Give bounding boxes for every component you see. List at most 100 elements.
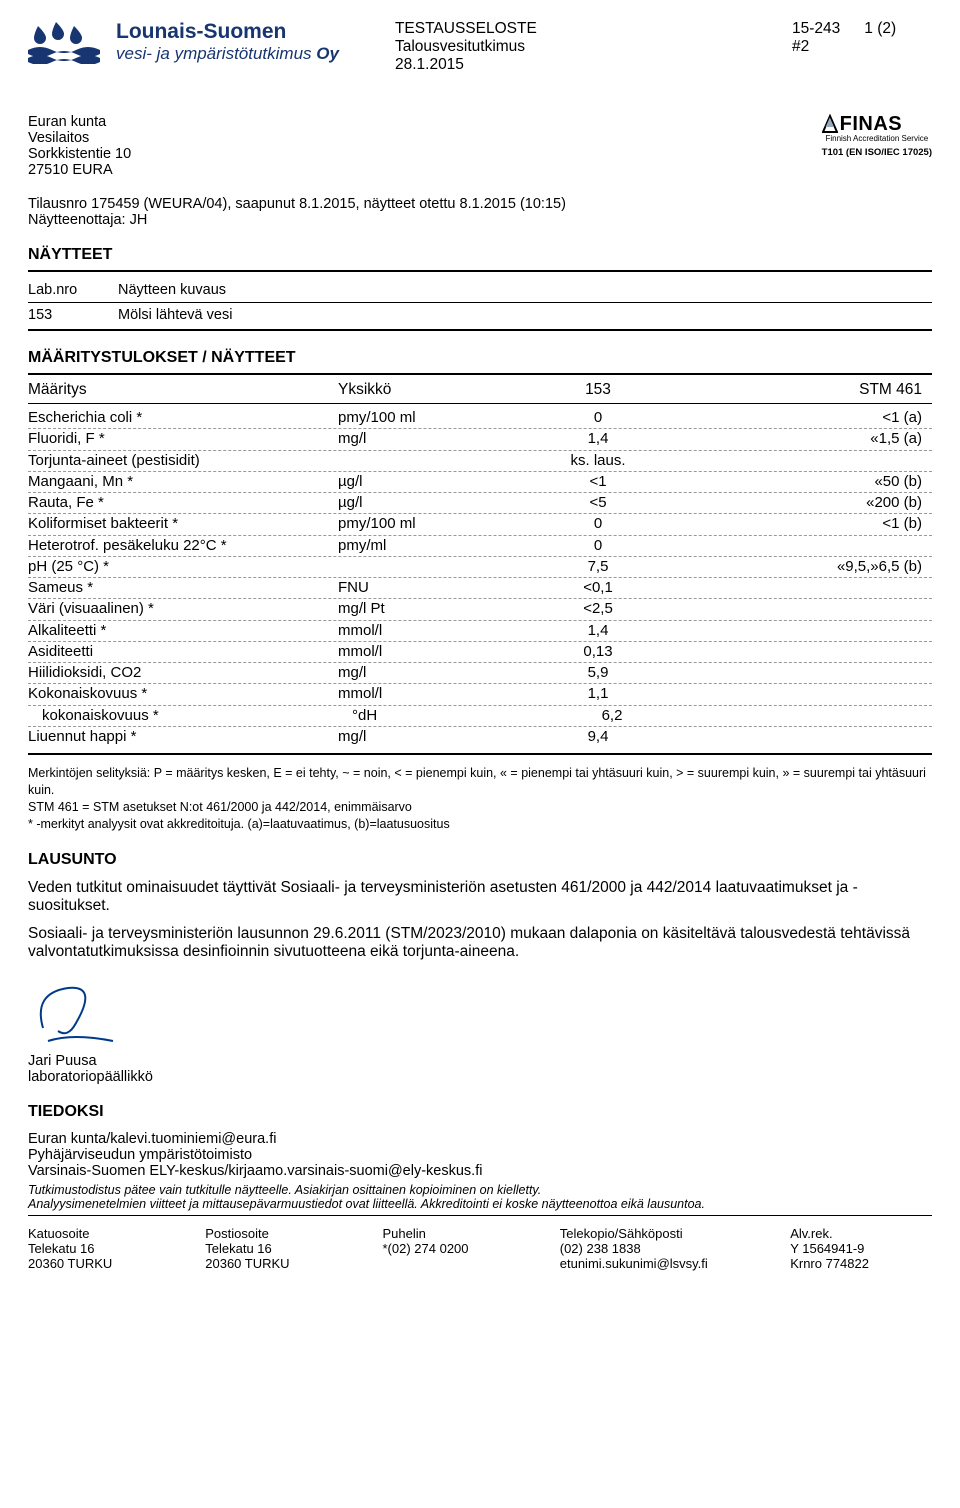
cell-b (338, 557, 498, 577)
divider (28, 302, 932, 303)
order-line2: Näytteenottaja: JH (28, 212, 932, 228)
col-yksikko: Yksikkö (338, 381, 498, 399)
cell-c: <5 (498, 493, 698, 513)
table-row: Kokonaiskovuus *mmol/l1,1 (28, 684, 932, 705)
cell-d (698, 599, 932, 619)
table-row: kokonaiskovuus *°dH6,2 (28, 706, 932, 727)
footer-c1-h: Katuosoite (28, 1226, 205, 1241)
accreditation-mark: FINAS Finnish Accreditation Service T101… (822, 114, 932, 158)
order-line1: Tilausnro 175459 (WEURA/04), saapunut 8.… (28, 196, 932, 212)
samples-title: NÄYTTEET (28, 246, 932, 264)
table-row: Sameus *FNU<0,1 (28, 578, 932, 599)
footer-c1-l1: Telekatu 16 (28, 1241, 205, 1256)
footer-c1-l2: 20360 TURKU (28, 1256, 205, 1271)
footer-c2-h: Postiosoite (205, 1226, 382, 1241)
cell-d (698, 642, 932, 662)
logo-droplets-icon (28, 20, 100, 68)
recipient-l2: Vesilaitos (28, 130, 822, 146)
cell-a: Kokonaiskovuus * (28, 684, 338, 704)
signer-title: laboratoriopäällikkö (28, 1069, 932, 1085)
cell-a: Escherichia coli * (28, 408, 338, 428)
cell-d: «1,5 (a) (698, 429, 932, 449)
cell-b: °dH (352, 706, 512, 726)
cell-d (698, 536, 932, 556)
cell-b (338, 451, 498, 471)
col-stm: STM 461 (698, 381, 932, 399)
cell-b: µg/l (338, 493, 498, 513)
legend-l3: * -merkityt analyysit ovat akkreditoituj… (28, 816, 932, 833)
table-row: Alkaliteetti *mmol/l1,4 (28, 621, 932, 642)
footnote-l2: Analyysimenetelmien viitteet ja mittause… (28, 1197, 705, 1211)
signer-name: Jari Puusa (28, 1053, 932, 1069)
table-row: Koliformiset bakteerit *pmy/100 ml0<1 (b… (28, 514, 932, 535)
legend-block: Merkintöjen selityksiä: P = määritys kes… (28, 765, 932, 833)
cell-d: <1 (a) (698, 408, 932, 428)
table-row: Liuennut happi *mg/l9,4 (28, 727, 932, 747)
cell-a: Koliformiset bakteerit * (28, 514, 338, 534)
footer-c5-l2: Krnro 774822 (790, 1256, 932, 1271)
cell-c: <0,1 (498, 578, 698, 598)
logo-line1: Lounais-Suomen (116, 20, 339, 44)
cell-c: ks. laus. (498, 451, 698, 471)
statement-p1: Veden tutkitut ominaisuudet täyttivät So… (28, 879, 932, 915)
statement-title: LAUSUNTO (28, 851, 932, 869)
table-row: Rauta, Fe *µg/l<5«200 (b) (28, 493, 932, 514)
cell-b: pmy/100 ml (338, 408, 498, 428)
footer-c3-l2: *(02) 274 0200 (383, 1241, 560, 1256)
cell-a: kokonaiskovuus * (28, 706, 352, 726)
divider (28, 1215, 932, 1216)
recipient-l4: 27510 EURA (28, 162, 822, 178)
cell-d: <1 (b) (698, 514, 932, 534)
cell-d: «9,5,»6,5 (b) (698, 557, 932, 577)
header-doc-info: TESTAUSSELOSTE Talousvesitutkimus 28.1.2… (355, 20, 776, 74)
cell-d: «200 (b) (698, 493, 932, 513)
cc-l2: Pyhäjärviseudun ympäristötoimisto (28, 1147, 932, 1163)
table-row: Asiditeettimmol/l0,13 (28, 642, 932, 663)
cell-d: «50 (b) (698, 472, 932, 492)
doc-subtitle: Talousvesitutkimus (395, 38, 776, 56)
cell-b: mmol/l (338, 684, 498, 704)
cell-a: Hiilidioksidi, CO2 (28, 663, 338, 683)
footnote-l1: Tutkimustodistus pätee vain tutkitulle n… (28, 1183, 541, 1197)
sample-id: 153 (28, 307, 118, 323)
cell-a: pH (25 °C) * (28, 557, 338, 577)
results-header-row: Määritys Yksikkö 153 STM 461 (28, 381, 932, 399)
doc-id: 15-243 (792, 20, 840, 38)
samples-header-labnro: Lab.nro (28, 282, 118, 298)
footer-c3-h: Puhelin (383, 1226, 560, 1241)
logo-text: Lounais-Suomen vesi- ja ympäristötutkimu… (116, 20, 339, 64)
doc-page: 1 (2) (864, 20, 896, 56)
order-info: Tilausnro 175459 (WEURA/04), saapunut 8.… (28, 196, 932, 228)
cell-c: 1,4 (498, 621, 698, 641)
cell-a: Rauta, Fe * (28, 493, 338, 513)
divider (28, 373, 932, 375)
footer-c5-l1: Y 1564941-9 (790, 1241, 932, 1256)
cell-a: Fluoridi, F * (28, 429, 338, 449)
cell-c: <2,5 (498, 599, 698, 619)
cell-c: 7,5 (498, 557, 698, 577)
doc-date: 28.1.2015 (395, 56, 776, 74)
cell-b: mg/l (338, 663, 498, 683)
cell-a: Mangaani, Mn * (28, 472, 338, 492)
divider (28, 753, 932, 755)
table-row: Torjunta-aineet (pestisidit) ks. laus. (28, 451, 932, 472)
cell-c: 6,2 (512, 706, 712, 726)
cell-a: Torjunta-aineet (pestisidit) (28, 451, 338, 471)
cell-d (698, 578, 932, 598)
cell-c: 0 (498, 536, 698, 556)
doc-rev: #2 (792, 38, 840, 56)
cell-a: Heterotrof. pesäkeluku 22°C * (28, 536, 338, 556)
accreditation-code: T101 (EN ISO/IEC 17025) (822, 147, 932, 158)
results-body: Escherichia coli *pmy/100 ml0<1 (a)Fluor… (28, 408, 932, 747)
cc-title: TIEDOKSI (28, 1103, 932, 1121)
statement-p2: Sosiaali- ja terveysministeriön lausunno… (28, 925, 932, 961)
legend-l2: STM 461 = STM asetukset N:ot 461/2000 ja… (28, 799, 932, 816)
cell-d (698, 684, 932, 704)
footer-note: Tutkimustodistus pätee vain tutkitulle n… (28, 1183, 932, 1211)
cell-b: mmol/l (338, 621, 498, 641)
footer-c4-l1: (02) 238 1838 (560, 1241, 790, 1256)
finas-triangle-icon (822, 114, 838, 134)
header-doc-id: 15-243 #2 1 (2) (792, 20, 932, 56)
footer-c4-h: Telekopio/Sähköposti (560, 1226, 790, 1241)
table-row: Escherichia coli *pmy/100 ml0<1 (a) (28, 408, 932, 429)
